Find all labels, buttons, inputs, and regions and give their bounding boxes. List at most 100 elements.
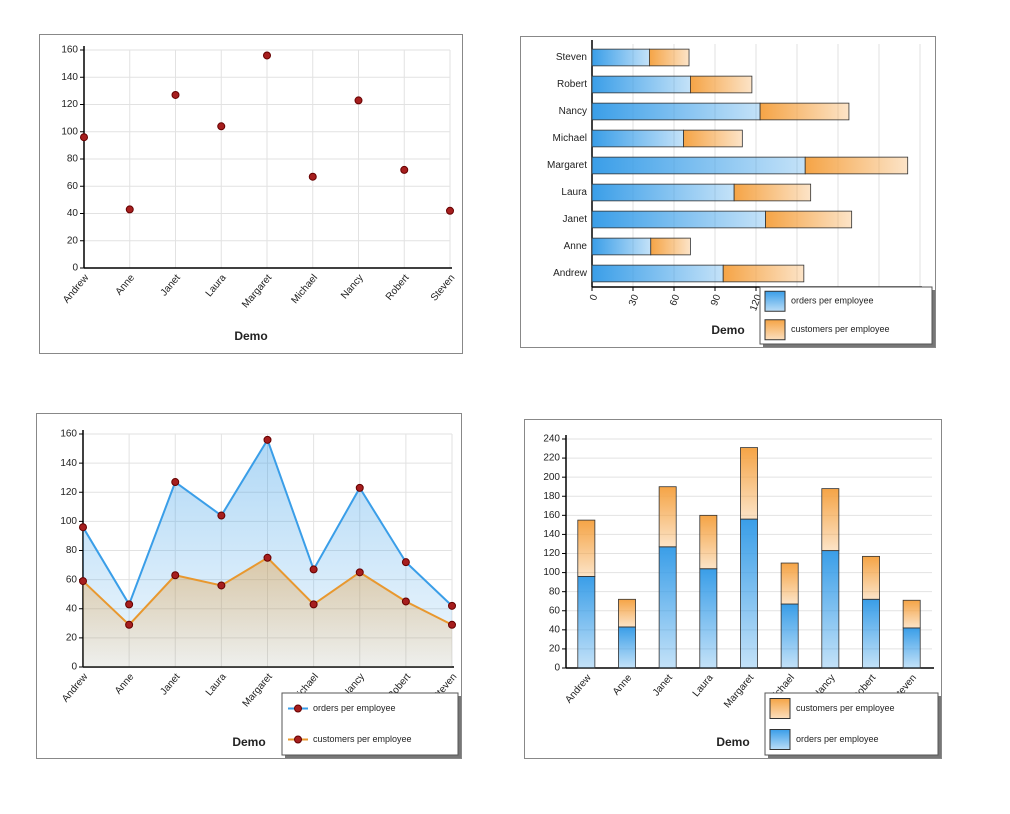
legend-label: customers per employee (313, 734, 412, 744)
y-tick-label: 240 (543, 434, 560, 445)
bar-segment (740, 447, 758, 520)
point (263, 51, 271, 60)
point (171, 90, 180, 99)
x-axis-title: Demo (711, 323, 744, 337)
marker (217, 511, 226, 520)
marker (125, 600, 134, 609)
legend-swatch (769, 698, 791, 719)
x-tick-label: 30 (627, 293, 641, 308)
y-tick-label: 160 (61, 45, 78, 56)
y-tick-label: Robert (557, 79, 587, 90)
legend-swatch-marker (294, 735, 302, 744)
marker (401, 597, 410, 606)
x-tick-label: 90 (709, 293, 723, 308)
legend-label: customers per employee (796, 703, 895, 713)
marker (309, 600, 318, 609)
bar-segment (658, 486, 677, 548)
bar-segment (591, 156, 806, 175)
y-tick-label: 140 (61, 72, 78, 83)
x-tick-label: 60 (668, 293, 682, 308)
bar-segment (577, 519, 596, 577)
y-tick-label: 40 (67, 208, 79, 219)
bar-segment (591, 210, 766, 229)
legend-label: orders per employee (791, 296, 874, 306)
marker (171, 571, 180, 580)
y-tick-label: 60 (67, 181, 79, 192)
bar-segment (591, 129, 684, 148)
y-tick-label: 100 (60, 516, 77, 527)
marker (355, 483, 364, 492)
y-tick-label: Michael (553, 133, 587, 144)
bar-segment (591, 183, 735, 202)
y-tick-label: 140 (543, 529, 560, 540)
x-tick-label: 0 (588, 293, 600, 302)
y-tick-label: 0 (554, 663, 560, 674)
y-tick-label: 140 (60, 458, 77, 469)
legend-label: customers per employee (791, 324, 890, 334)
bar-segment (591, 237, 652, 256)
bar-segment (733, 183, 812, 202)
marker (125, 620, 134, 629)
y-tick-label: 160 (543, 510, 560, 521)
y-tick-label: 20 (66, 633, 78, 644)
bar-segment (821, 488, 840, 552)
bar-segment (699, 568, 718, 669)
y-tick-label: 40 (66, 603, 78, 614)
marker (79, 577, 87, 586)
bar-segment (683, 129, 743, 148)
legend (764, 692, 939, 756)
point (217, 122, 226, 131)
point (308, 172, 317, 181)
bar-segment (780, 562, 799, 605)
y-tick-label: 100 (543, 567, 560, 578)
y-tick-label: Margaret (547, 160, 587, 171)
chart-panel: 0306090120150180210240AndrewAnneJanetLau… (520, 36, 936, 348)
legend-swatch (764, 290, 786, 312)
legend (759, 286, 933, 345)
y-tick-label: 120 (60, 487, 77, 498)
bar-segment (722, 264, 805, 283)
legend-swatch (769, 729, 791, 750)
bar-segment (591, 75, 691, 94)
legend-label: orders per employee (313, 703, 396, 713)
y-tick-label: 60 (549, 605, 561, 616)
y-tick-label: 80 (67, 154, 79, 165)
y-tick-label: Laura (561, 187, 587, 198)
bar-segment (650, 237, 691, 256)
marker (355, 568, 364, 577)
marker (309, 565, 318, 574)
x-axis-title: Demo (232, 735, 265, 749)
point (354, 96, 363, 105)
legend (281, 692, 459, 756)
area-fill (83, 557, 452, 667)
bar-segment (699, 514, 718, 570)
y-tick-label: 40 (549, 624, 561, 635)
bar-segment (689, 75, 753, 94)
bar-segment (658, 546, 677, 669)
y-tick-label: 120 (61, 99, 78, 110)
x-axis-title: Demo (716, 735, 749, 749)
legend-label: orders per employee (796, 734, 879, 744)
point (400, 165, 409, 174)
y-tick-label: 100 (61, 126, 78, 137)
legend-swatch-marker (294, 704, 302, 713)
bar-segment (740, 518, 758, 669)
y-tick-label: Steven (556, 52, 587, 63)
marker (171, 478, 180, 487)
bar-segment (804, 156, 909, 175)
y-tick-label: 80 (549, 586, 561, 597)
y-tick-label: 120 (543, 548, 560, 559)
bar-segment (648, 48, 690, 67)
bar-segment (591, 102, 761, 121)
point (125, 205, 134, 214)
y-tick-label: Andrew (553, 268, 588, 279)
marker (217, 581, 226, 590)
marker (79, 523, 87, 532)
panel-frame (39, 34, 463, 354)
bar-segment (591, 264, 724, 283)
legend-swatch (764, 319, 786, 341)
bar-segment (765, 210, 853, 229)
